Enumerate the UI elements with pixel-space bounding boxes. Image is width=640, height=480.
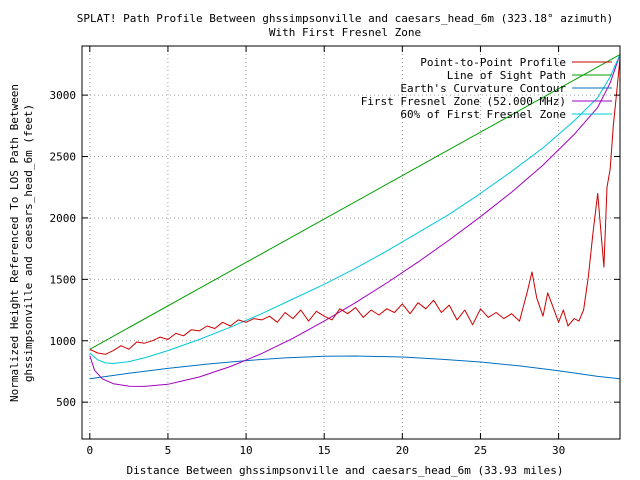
y-tick-label: 2000: [50, 212, 77, 225]
legend-sixty-percent-fresnel-label: 60% of First Fresnel Zone: [400, 108, 566, 121]
sixty-percent-fresnel-line: [89, 54, 621, 364]
y-tick-label: 3000: [50, 89, 77, 102]
axis-ticks: 0 5 10 15 20 25 30 500 1000 1500 2000 2500 3000: [50, 46, 620, 457]
y-tick-label: 1000: [50, 335, 77, 348]
x-tick-label: 20: [396, 444, 409, 457]
legend-line-of-sight-path-label: Line of Sight Path: [447, 69, 566, 82]
x-axis-label: Distance Between ghssimpsonville and cae…: [126, 464, 563, 477]
earth-curvature-line: [89, 355, 621, 380]
chart-title-line2: With First Fresnel Zone: [269, 26, 421, 39]
y-axis-label-line2: ghssimpsonville and caesars_head_6m (fee…: [22, 104, 35, 382]
y-axis-label-line1: Normalized Height Referenced To LOS Path…: [8, 84, 21, 402]
x-tick-label: 15: [318, 444, 331, 457]
x-tick-label: 0: [87, 444, 94, 457]
chart-title-line1: SPLAT! Path Profile Between ghssimpsonvi…: [77, 12, 613, 25]
y-tick-label: 2500: [50, 151, 77, 164]
point-to-point-profile-line: [89, 58, 621, 355]
x-tick-label: 5: [165, 444, 172, 457]
legend-point-to-point-profile-label: Point-to-Point Profile: [420, 56, 566, 69]
x-tick-label: 30: [552, 444, 565, 457]
x-tick-label: 25: [474, 444, 487, 457]
y-tick-label: 1500: [50, 273, 77, 286]
legend-first-fresnel-zone-label: First Fresnel Zone (52.000 MHz): [361, 95, 566, 108]
line-of-sight-path-line: [89, 54, 621, 350]
series-group: [89, 54, 621, 387]
x-tick-label: 10: [239, 444, 252, 457]
legend-earth-curvature-label: Earth's Curvature Contour: [400, 82, 566, 95]
plot-frame: [81, 45, 621, 440]
y-tick-label: 500: [56, 396, 76, 409]
first-fresnel-zone-line: [89, 54, 621, 387]
